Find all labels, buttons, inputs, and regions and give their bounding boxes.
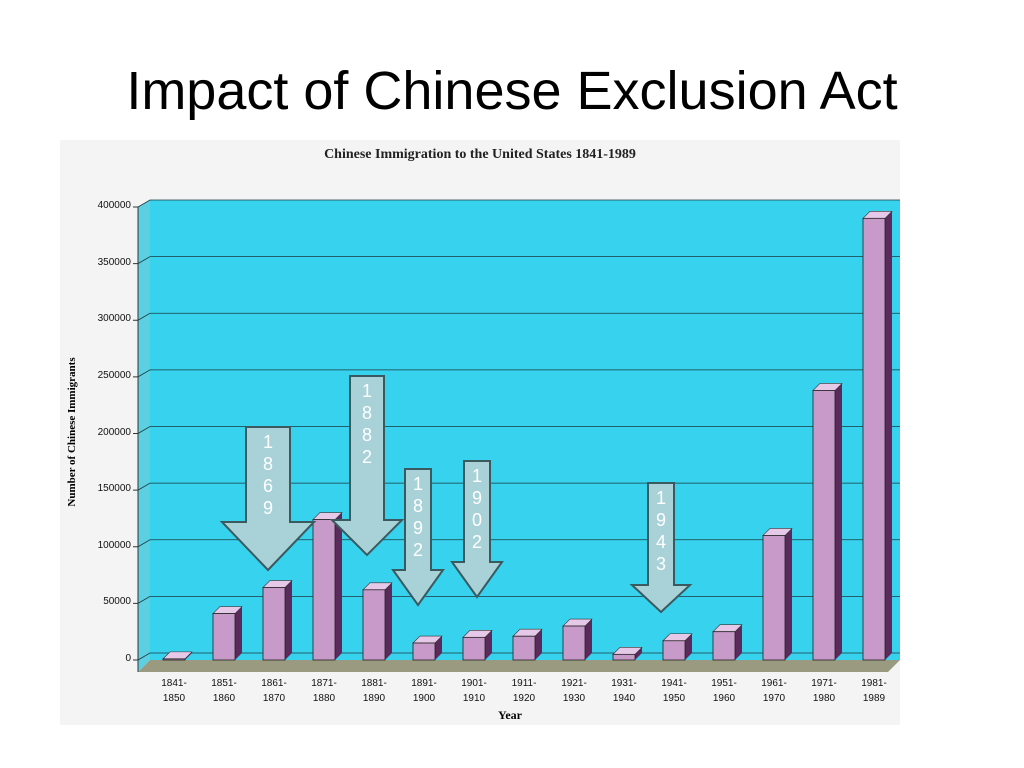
bar bbox=[712, 631, 736, 661]
x-tick-label: 1921-1930 bbox=[561, 678, 587, 704]
bar-side bbox=[785, 528, 792, 660]
x-tick-label: 1841-1850 bbox=[161, 678, 187, 704]
plot-floor bbox=[138, 660, 900, 672]
chart-title: Chinese Immigration to the United States… bbox=[324, 147, 636, 162]
grid-line bbox=[137, 312, 900, 321]
bar-side bbox=[385, 582, 392, 660]
bar bbox=[612, 653, 636, 661]
bar-side bbox=[435, 636, 442, 660]
annotation-arrow bbox=[391, 468, 445, 607]
y-tick-label: 400000 bbox=[97, 200, 131, 211]
x-tick-label: 1951-1960 bbox=[711, 678, 737, 704]
annotation-label: 1892 bbox=[412, 474, 423, 560]
annotation-label: 1882 bbox=[361, 381, 372, 467]
bar bbox=[262, 587, 286, 661]
bar-side bbox=[535, 629, 542, 660]
y-tick-label: 150000 bbox=[97, 483, 131, 495]
grid-line bbox=[137, 426, 900, 434]
bar bbox=[212, 613, 236, 661]
y-tick-label: 0 bbox=[125, 653, 131, 664]
bar-side bbox=[835, 383, 842, 660]
y-tick-label: 100000 bbox=[97, 539, 131, 551]
bar-side bbox=[735, 624, 742, 660]
plot-side-wall bbox=[138, 200, 150, 672]
bar-side bbox=[235, 606, 242, 660]
bar bbox=[812, 390, 836, 661]
grid-line bbox=[137, 369, 900, 378]
x-tick-label: 1851-1860 bbox=[211, 678, 237, 704]
bar bbox=[762, 535, 786, 661]
x-tick-label: 1931-1940 bbox=[611, 678, 637, 704]
annotation-label: 1902 bbox=[471, 466, 482, 552]
x-tick-label: 1911-1920 bbox=[511, 678, 537, 704]
bar-side bbox=[335, 512, 342, 660]
annotation-arrow bbox=[629, 482, 693, 614]
bar bbox=[412, 642, 436, 661]
y-tick-label: 250000 bbox=[97, 369, 131, 381]
bar-side bbox=[585, 619, 592, 660]
annotation-label: 1869 bbox=[262, 432, 273, 518]
y-tick-label: 300000 bbox=[97, 313, 131, 325]
annotation-arrow bbox=[329, 375, 405, 557]
bar bbox=[662, 640, 686, 661]
grid-line bbox=[137, 652, 900, 661]
x-tick-label: 1961-1970 bbox=[761, 678, 787, 704]
x-tick-label: 1881-1890 bbox=[361, 678, 387, 704]
slide-title: Impact of Chinese Exclusion Act bbox=[126, 61, 898, 121]
annotation-arrow bbox=[450, 460, 504, 599]
bar bbox=[562, 625, 586, 661]
bar bbox=[862, 217, 886, 661]
x-tick-label: 1981-1989 bbox=[861, 678, 887, 704]
x-tick-label: 1901-1910 bbox=[461, 678, 487, 704]
grid-line bbox=[137, 199, 900, 208]
x-tick-label: 1891-1900 bbox=[411, 678, 437, 704]
bar bbox=[162, 658, 186, 661]
bar-side bbox=[285, 580, 292, 660]
bar bbox=[362, 589, 386, 661]
bar bbox=[512, 635, 536, 661]
bar-side bbox=[485, 630, 492, 660]
y-tick-label: 200000 bbox=[97, 426, 131, 438]
bar-side bbox=[885, 211, 892, 660]
bar bbox=[312, 519, 336, 661]
annotation-arrow bbox=[219, 426, 317, 572]
x-axis-label: Year bbox=[498, 708, 522, 722]
x-tick-label: 1941-1950 bbox=[661, 678, 687, 704]
bar-side bbox=[635, 647, 642, 660]
y-tick-label: 50000 bbox=[103, 596, 131, 608]
x-tick-label: 1971-1980 bbox=[811, 678, 837, 704]
bar-side bbox=[685, 633, 692, 660]
annotation-label: 1943 bbox=[655, 488, 666, 574]
y-tick-label: 350000 bbox=[97, 256, 131, 268]
bar bbox=[462, 636, 486, 661]
grid-line bbox=[137, 256, 900, 264]
x-tick-label: 1871-1880 bbox=[311, 678, 337, 704]
x-tick-label: 1861-1870 bbox=[261, 678, 287, 704]
